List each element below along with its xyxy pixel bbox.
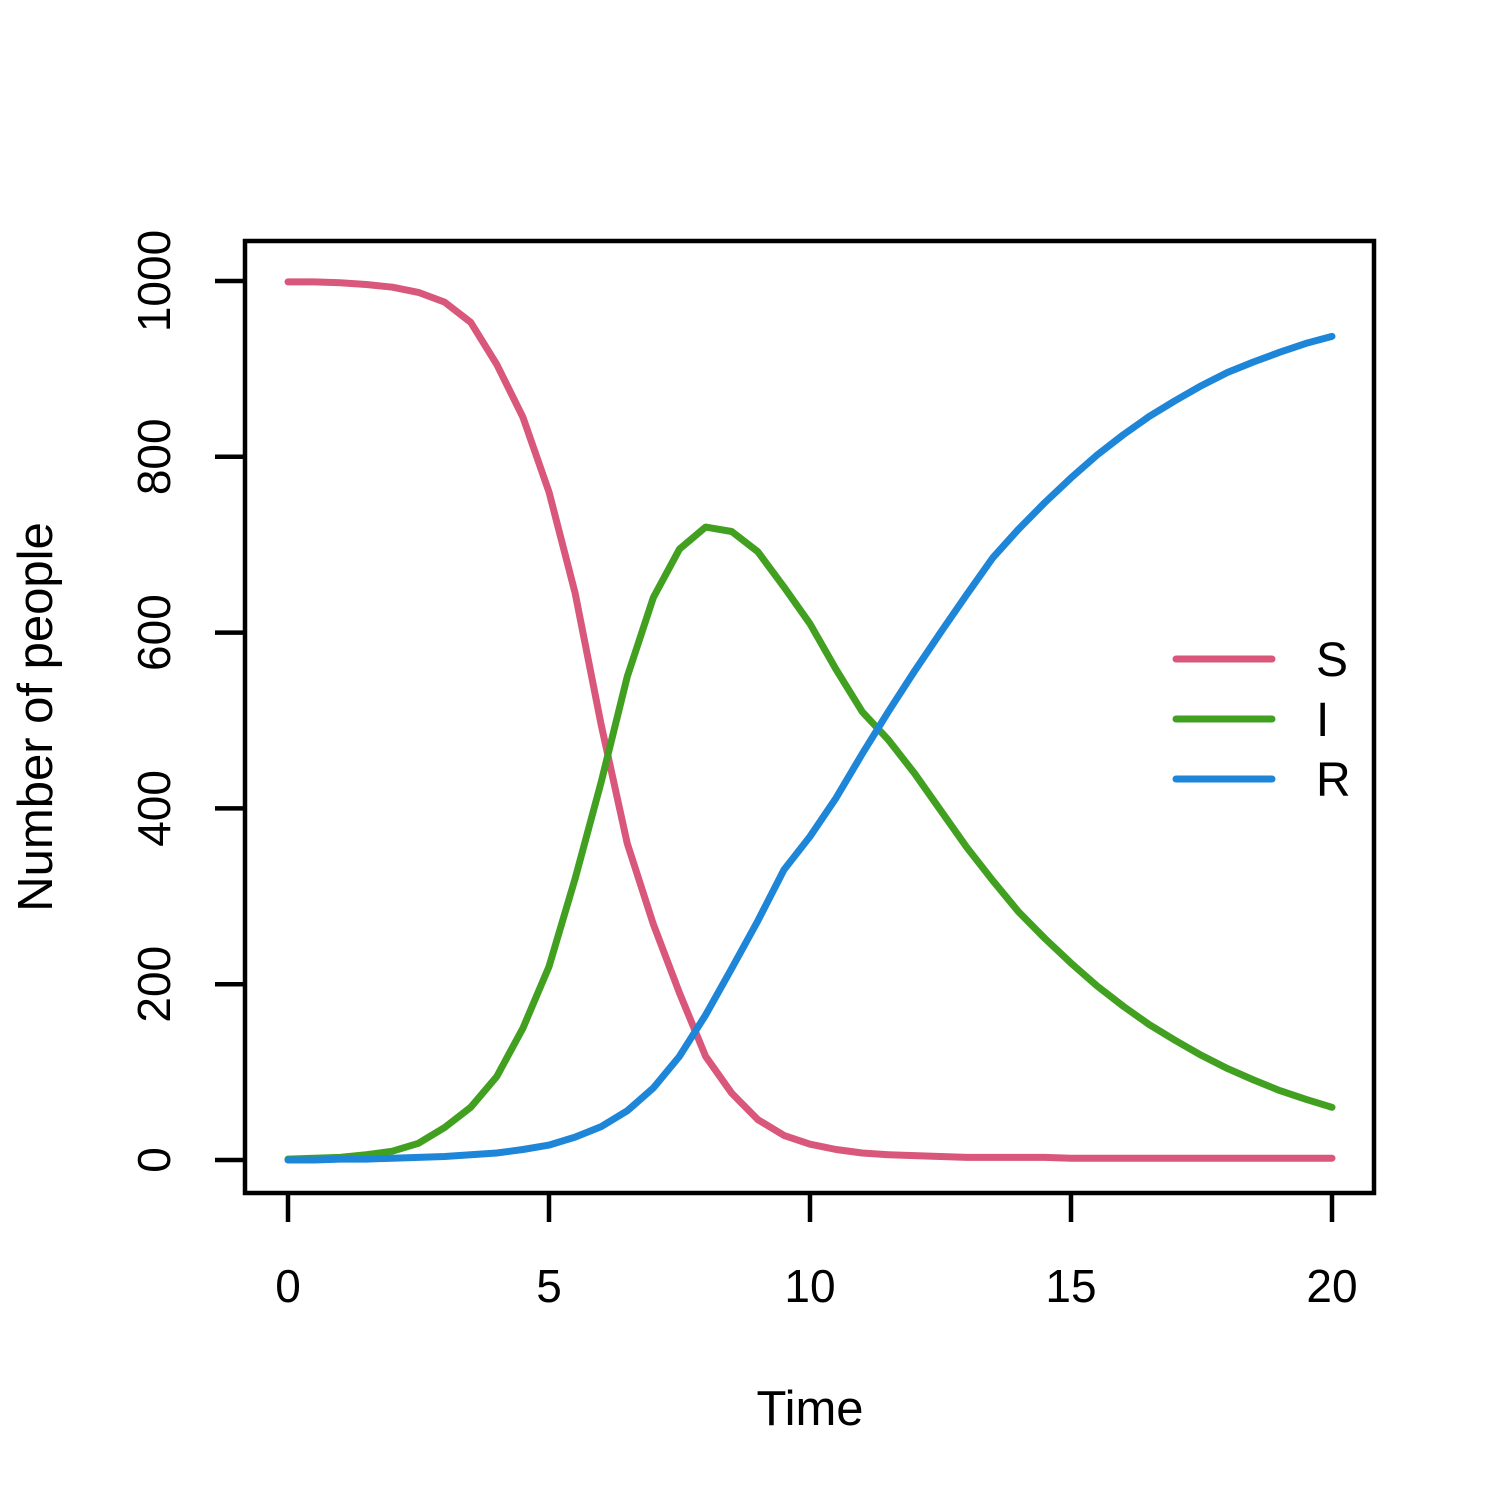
x-axis-title: Time [756, 1382, 863, 1436]
series-line-S [284, 278, 1336, 1162]
axis-ticks [215, 278, 1335, 1222]
x-tick-label: 20 [1306, 1260, 1357, 1312]
data-series-lines [284, 278, 1336, 1164]
y-axis-title: Number of people [9, 522, 63, 912]
legend-label-R: R [1316, 754, 1351, 807]
x-tick-label: 10 [784, 1260, 835, 1312]
x-tick-label: 5 [536, 1260, 562, 1312]
y-tick-label: 800 [128, 418, 180, 495]
legend-label-I: I [1316, 694, 1329, 747]
y-tick-label: 1000 [128, 230, 180, 332]
y-tick-label: 400 [128, 770, 180, 847]
y-tick-label: 200 [128, 946, 180, 1023]
series-line-R [284, 332, 1336, 1164]
legend-label-S: S [1316, 634, 1348, 687]
x-tick-label: 0 [275, 1260, 301, 1312]
legend: SIR [1172, 634, 1351, 807]
y-tick-label: 0 [128, 1147, 180, 1173]
series-line-I [284, 523, 1336, 1163]
x-tick-label: 15 [1045, 1260, 1096, 1312]
y-tick-label: 600 [128, 594, 180, 671]
